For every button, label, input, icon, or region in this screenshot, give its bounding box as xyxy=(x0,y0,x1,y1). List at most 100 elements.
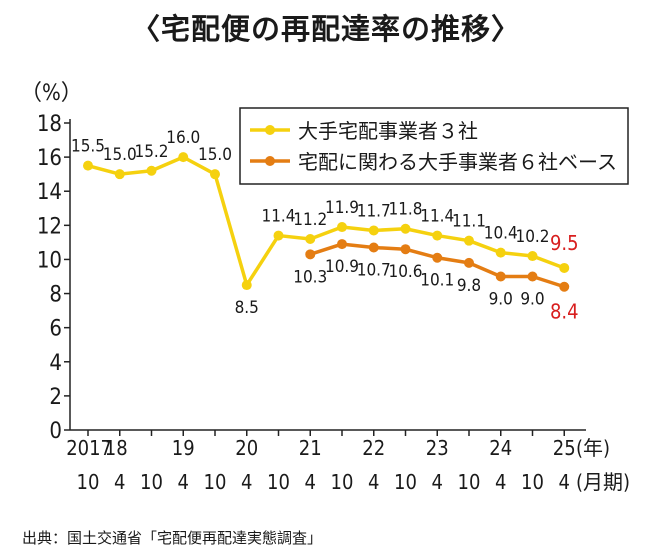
data-point xyxy=(210,169,220,180)
x-month-label: 10 xyxy=(394,470,417,494)
x-month-label: 4 xyxy=(178,470,189,494)
data-label: 11.8 xyxy=(388,200,422,220)
x-year-label: 21 xyxy=(299,436,322,460)
data-label: 9.8 xyxy=(457,276,481,296)
data-point xyxy=(559,262,570,273)
data-label: 8.5 xyxy=(235,298,259,318)
y-tick-label: 0 xyxy=(49,419,62,444)
x-month-label: 10 xyxy=(521,470,544,494)
x-year-label: 19 xyxy=(172,436,195,460)
data-point xyxy=(368,225,379,236)
data-point xyxy=(241,280,252,291)
data-label: 8.4 xyxy=(550,300,579,324)
data-label: 15.0 xyxy=(198,145,232,165)
x-month-label: 10 xyxy=(77,470,100,494)
data-label: 10.9 xyxy=(325,257,359,277)
data-point xyxy=(305,249,316,260)
x-year-label: 18 xyxy=(105,436,128,460)
y-unit-label: （%） xyxy=(20,81,83,106)
data-label: 10.4 xyxy=(484,224,518,244)
x-month-label: 4 xyxy=(368,470,379,494)
x-month-label: 4 xyxy=(432,470,443,494)
data-point xyxy=(305,233,316,244)
data-label: 9.0 xyxy=(489,290,513,310)
x-month-label: 10 xyxy=(267,470,290,494)
data-point xyxy=(432,230,443,241)
x-year-label: 23 xyxy=(426,436,449,460)
x-year-label: 25 xyxy=(553,436,576,460)
data-label: 10.3 xyxy=(293,267,327,287)
data-point xyxy=(83,160,93,171)
point-labels: 15.515.015.216.015.08.511.411.211.911.71… xyxy=(71,128,579,324)
data-label: 9.0 xyxy=(520,290,544,310)
data-label: 15.5 xyxy=(71,137,105,157)
x-year-label: 22 xyxy=(362,436,385,460)
legend-label: 大手宅配事業者３社 xyxy=(298,119,478,143)
data-label: 11.2 xyxy=(293,210,327,230)
data-point xyxy=(527,271,538,282)
data-label: 11.7 xyxy=(357,201,391,221)
legend-swatch-marker xyxy=(265,156,275,166)
data-label: 11.4 xyxy=(420,207,454,227)
data-point xyxy=(464,235,474,246)
y-tick-label: 2 xyxy=(49,385,62,410)
data-point xyxy=(114,169,125,180)
x-month-label: 4 xyxy=(305,470,316,494)
data-point xyxy=(368,242,379,253)
data-label: 10.1 xyxy=(420,271,454,291)
x-month-label: 4 xyxy=(495,470,506,494)
source-note: 出典：国土交通省「宅配便再配達実態調査」 xyxy=(22,529,323,547)
data-label: 10.6 xyxy=(388,262,422,282)
data-point xyxy=(178,152,189,163)
legend-swatch-marker xyxy=(265,125,275,135)
data-label: 10.2 xyxy=(515,227,549,247)
x-month-label: 10 xyxy=(331,470,354,494)
data-label: 11.1 xyxy=(452,212,486,232)
data-point xyxy=(337,222,347,233)
x-year-label: 24 xyxy=(489,436,512,460)
data-point xyxy=(273,230,284,241)
data-point xyxy=(432,252,443,263)
x-month-label: 10 xyxy=(204,470,227,494)
y-tick-label: 14 xyxy=(37,180,62,205)
data-point xyxy=(400,244,411,255)
x-year-unit-label: (年) xyxy=(576,436,610,460)
x-year-label: 20 xyxy=(235,436,258,460)
x-month-label: 4 xyxy=(559,470,570,494)
x-month-label: 4 xyxy=(114,470,125,494)
x-month-label: 4 xyxy=(241,470,252,494)
legend-label: 宅配に関わる大手事業者６社ベース xyxy=(298,150,617,174)
data-point xyxy=(146,165,157,176)
data-label: 9.5 xyxy=(550,231,579,255)
data-label: 15.0 xyxy=(103,145,137,165)
y-tick-label: 16 xyxy=(37,146,62,171)
chart-title: 〈宅配便の再配達率の推移〉 xyxy=(130,12,521,46)
y-tick-label: 4 xyxy=(49,351,62,376)
y-tick-label: 6 xyxy=(49,317,62,342)
x-month-unit-label: (月期) xyxy=(576,470,630,494)
data-point xyxy=(495,271,506,282)
data-label: 11.9 xyxy=(325,198,359,218)
y-tick-label: 8 xyxy=(49,283,62,308)
data-label: 16.0 xyxy=(166,128,200,148)
data-point xyxy=(527,251,538,262)
y-tick-label: 18 xyxy=(37,112,62,137)
legend-box xyxy=(239,107,629,185)
data-point xyxy=(337,239,347,250)
series-line xyxy=(86,155,566,287)
series-lines xyxy=(83,152,570,292)
data-point xyxy=(495,247,506,258)
x-year-label: 2017 xyxy=(66,436,112,460)
data-label: 11.4 xyxy=(261,207,295,227)
data-point xyxy=(559,281,570,292)
data-point xyxy=(400,223,411,234)
data-point xyxy=(464,257,474,268)
data-label: 15.2 xyxy=(134,142,168,162)
y-tick-label: 10 xyxy=(37,248,62,273)
data-label: 10.7 xyxy=(357,261,391,281)
x-month-label: 10 xyxy=(140,470,163,494)
y-tick-label: 12 xyxy=(37,214,62,239)
